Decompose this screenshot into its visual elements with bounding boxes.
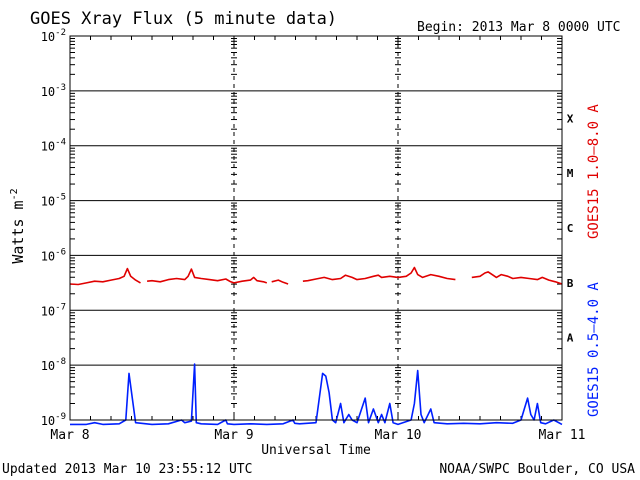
y-tick-label: 10-7 [41, 302, 66, 318]
flare-class-label: A [567, 332, 574, 345]
y-tick-label: 10-3 [41, 83, 66, 99]
y-tick-label: 10-8 [41, 357, 66, 373]
y-tick-exponent: -3 [55, 83, 66, 93]
y-tick-exponent: -6 [55, 247, 66, 257]
begin-label: Begin: 2013 Mar 8 0000 UTC [417, 20, 621, 35]
flare-class-label: X [567, 112, 574, 125]
series-long-channel-line [302, 266, 456, 282]
x-tick-labels: Mar 8 Mar 9 Mar 10 Mar 11 [50, 428, 585, 443]
flare-class-label: C [567, 222, 574, 235]
flare-class-labels: X M C B A [567, 112, 574, 344]
series-long-channel-line [147, 268, 268, 284]
series-long-channel-line [271, 279, 289, 285]
x-tick-label: Mar 8 [50, 428, 89, 443]
plot-frame [69, 35, 563, 421]
y-tick-exponent: -8 [55, 357, 66, 367]
y-tick-base: 10 [41, 195, 55, 209]
y-tick-label: 10-4 [41, 138, 66, 154]
series-long-channel-line [471, 271, 563, 285]
credit-text: NOAA/SWPC Boulder, CO USA [439, 462, 635, 477]
y-axis-label-main: Watts m [9, 200, 27, 263]
y-tick-label: 10-9 [41, 412, 66, 428]
x-tick-label: Mar 9 [214, 428, 253, 443]
y-tick-base: 10 [41, 304, 55, 318]
y-tick-base: 10 [41, 414, 55, 428]
y-tick-base: 10 [41, 85, 55, 99]
y-tick-label: 10-6 [41, 247, 66, 263]
legend-short-channel: GOES15 0.5–4.0 A [586, 282, 602, 417]
flare-class-label: M [567, 167, 574, 180]
x-tick-label: Mar 11 [539, 428, 586, 443]
x-axis-label: Universal Time [261, 443, 371, 458]
y-tick-exponent: -9 [55, 412, 66, 422]
y-tick-base: 10 [41, 30, 55, 44]
y-tick-base: 10 [41, 359, 55, 373]
y-tick-base: 10 [41, 140, 55, 154]
chart-title: GOES Xray Flux (5 minute data) [30, 9, 337, 29]
series-lines [69, 266, 563, 426]
y-tick-label: 10-5 [41, 193, 66, 209]
y-tick-exponent: -4 [55, 138, 66, 148]
legend-long-channel: GOES15 1.0–8.0 A [586, 104, 602, 239]
y-tick-base: 10 [41, 249, 55, 263]
y-tick-exponent: -5 [55, 193, 66, 203]
y-axis-label-exponent: -2 [9, 188, 20, 200]
plot-grid [69, 36, 563, 420]
updated-timestamp: Updated 2013 Mar 10 23:55:12 UTC [2, 462, 252, 477]
y-tick-exponent: -7 [55, 302, 66, 312]
y-axis-label: Watts m-2 [9, 188, 27, 263]
y-tick-label: 10-2 [41, 28, 66, 44]
y-tick-labels: 10-210-310-410-510-610-710-810-9 [41, 28, 66, 428]
series-long-channel-line [69, 267, 141, 286]
x-tick-label: Mar 10 [375, 428, 422, 443]
series-short-channel-line [70, 363, 563, 426]
flare-class-label: B [567, 277, 574, 290]
y-tick-exponent: -2 [55, 28, 66, 38]
